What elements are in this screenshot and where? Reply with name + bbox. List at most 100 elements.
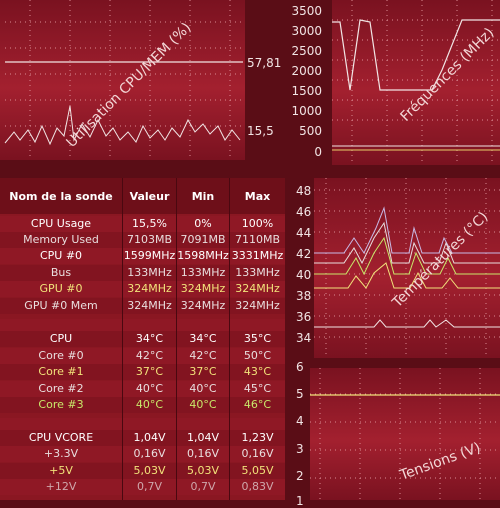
table-row[interactable]: Core #3 40°C 40°C 46°C xyxy=(0,397,285,413)
cpu-freq-line xyxy=(332,19,500,91)
sensor-value: 15,5% xyxy=(132,217,167,230)
core2-temp-line xyxy=(314,221,500,265)
freq-tick: 0 xyxy=(314,145,322,159)
temperature-graph: Températures (°C) xyxy=(314,178,500,358)
volt-tick: 1 xyxy=(296,494,304,508)
sensor-max: 0,16V xyxy=(241,447,274,460)
sensor-table: Nom de la sonde Valeur Min Max CPU Usage… xyxy=(0,178,285,500)
sensor-max: 35°C xyxy=(243,332,272,345)
cpu-usage-line xyxy=(4,105,241,146)
sensor-name: Core #2 xyxy=(38,382,84,395)
table-row[interactable]: Core #2 40°C 40°C 45°C xyxy=(0,381,285,397)
sensor-max: 45°C xyxy=(243,382,272,395)
sensor-min: 37°C xyxy=(189,365,217,378)
sensor-max: 46°C xyxy=(243,398,272,411)
sensor-min: 40°C xyxy=(189,382,217,395)
cpu-usage-graph: Utilisation CPU/MEM (%) xyxy=(4,0,245,160)
sensor-value: 324MHz xyxy=(127,299,172,312)
header-value[interactable]: Valeur xyxy=(129,190,170,203)
table-row[interactable]: CPU VCORE 1,04V 1,04V 1,23V xyxy=(0,430,285,446)
cpu-current-label: 15,5 xyxy=(247,124,274,138)
freq-tick: 1500 xyxy=(291,84,322,98)
sensor-name: Core #3 xyxy=(38,398,84,411)
sensor-min: 324MHz xyxy=(180,282,226,295)
sensor-min: 34°C xyxy=(189,332,217,345)
table-row[interactable]: CPU 34°C 34°C 35°C xyxy=(0,331,285,347)
freq-tick: 500 xyxy=(299,124,322,138)
table-row[interactable]: +3.3V 0,16V 0,16V 0,16V xyxy=(0,446,285,462)
sensor-name: GPU #0 Mem xyxy=(24,299,98,312)
temperature-panel: Températures (°C) xyxy=(314,178,500,358)
volt-tick: 6 xyxy=(296,360,304,374)
volt-tick: 4 xyxy=(296,414,304,428)
sensor-value: 1599MHz xyxy=(123,249,176,262)
core1-temp-line xyxy=(314,262,500,289)
table-row[interactable]: +5V 5,03V 5,03V 5,05V xyxy=(0,463,285,479)
table-row[interactable]: GPU #0 324MHz 324MHz 324MHz xyxy=(0,281,285,297)
sensor-max: 324MHz xyxy=(235,282,280,295)
core3-temp-line xyxy=(314,236,500,276)
table-row[interactable]: Core #1 37°C 37°C 43°C xyxy=(0,364,285,380)
sensor-name: Bus xyxy=(50,266,72,279)
sensor-name: Memory Used xyxy=(23,233,99,246)
sensor-name: Core #0 xyxy=(38,349,84,362)
header-min[interactable]: Min xyxy=(191,190,215,203)
sensor-max: 5,05V xyxy=(241,464,274,477)
temp-tick: 48 xyxy=(296,184,312,198)
freq-axis: 3500 3000 2500 2000 1500 1000 500 0 xyxy=(288,0,328,165)
sensor-value: 42°C xyxy=(135,349,164,362)
sensor-value: 40°C xyxy=(135,382,164,395)
temp-tick: 46 xyxy=(296,205,312,219)
table-row[interactable]: CPU #0 1599MHz 1598MHz 3331MHz xyxy=(0,248,285,264)
table-row[interactable]: Core #0 42°C 42°C 50°C xyxy=(0,348,285,364)
sensor-name: +5V xyxy=(49,464,73,477)
temp-tick: 42 xyxy=(296,247,312,261)
sensor-name: Core #1 xyxy=(38,365,84,378)
sensor-value: 0,16V xyxy=(133,447,166,460)
table-row[interactable]: CPU Usage 15,5% 0% 100% xyxy=(0,216,285,232)
sensor-max: 43°C xyxy=(243,365,272,378)
sensor-min: 40°C xyxy=(189,398,217,411)
sensor-min: 0,7V xyxy=(190,480,216,493)
sensor-name: GPU #0 xyxy=(39,282,83,295)
table-row[interactable]: +12V 0,7V 0,7V 0,83V xyxy=(0,479,285,495)
sensor-value: 324MHz xyxy=(127,282,172,295)
table-row[interactable]: Bus 133MHz 133MHz 133MHz xyxy=(0,265,285,281)
temperature-title: Températures (°C) xyxy=(389,209,492,312)
freq-tick: 2500 xyxy=(291,44,322,58)
sensor-name: CPU VCORE xyxy=(28,431,94,444)
sensor-value: 5,03V xyxy=(133,464,166,477)
sensor-min: 42°C xyxy=(189,349,217,362)
voltage-title: Tensions (V) xyxy=(397,440,483,484)
table-header: Nom de la sonde Valeur Min Max xyxy=(0,178,285,214)
temp-axis: 48 46 44 42 40 38 36 34 xyxy=(290,176,314,356)
sensor-value: 1,04V xyxy=(133,431,166,444)
header-name[interactable]: Nom de la sonde xyxy=(9,190,113,203)
sensor-value: 40°C xyxy=(135,398,164,411)
sensor-max: 133MHz xyxy=(235,266,280,279)
sensor-max: 100% xyxy=(241,217,274,230)
sensor-min: 0,16V xyxy=(186,447,220,460)
sensor-min: 1,04V xyxy=(186,431,220,444)
sensor-max: 324MHz xyxy=(235,299,280,312)
table-row[interactable]: GPU #0 Mem 324MHz 324MHz 324MHz xyxy=(0,298,285,314)
freq-tick: 3000 xyxy=(291,24,322,38)
header-max[interactable]: Max xyxy=(244,190,271,203)
sensor-name: CPU #0 xyxy=(39,249,83,262)
cpu-temp-line xyxy=(314,319,500,328)
sensor-max: 50°C xyxy=(243,349,272,362)
temp-tick: 40 xyxy=(296,268,312,282)
sensor-value: 133MHz xyxy=(127,266,172,279)
freq-tick: 1000 xyxy=(291,104,322,118)
volt-tick: 5 xyxy=(296,387,304,401)
sensor-min: 5,03V xyxy=(186,464,220,477)
sensor-name: CPU Usage xyxy=(30,217,92,230)
temp-tick: 44 xyxy=(296,226,312,240)
frequency-panel: Fréquences (MHz) xyxy=(332,0,500,165)
volt-tick: 3 xyxy=(296,442,304,456)
sensor-max: 1,23V xyxy=(241,431,274,444)
sensor-name: +12V xyxy=(45,480,77,493)
table-row[interactable]: Memory Used 7103MB 7091MB 7110MB xyxy=(0,232,285,248)
sensor-min: 1598MHz xyxy=(177,249,229,262)
temp-tick: 34 xyxy=(296,331,312,345)
